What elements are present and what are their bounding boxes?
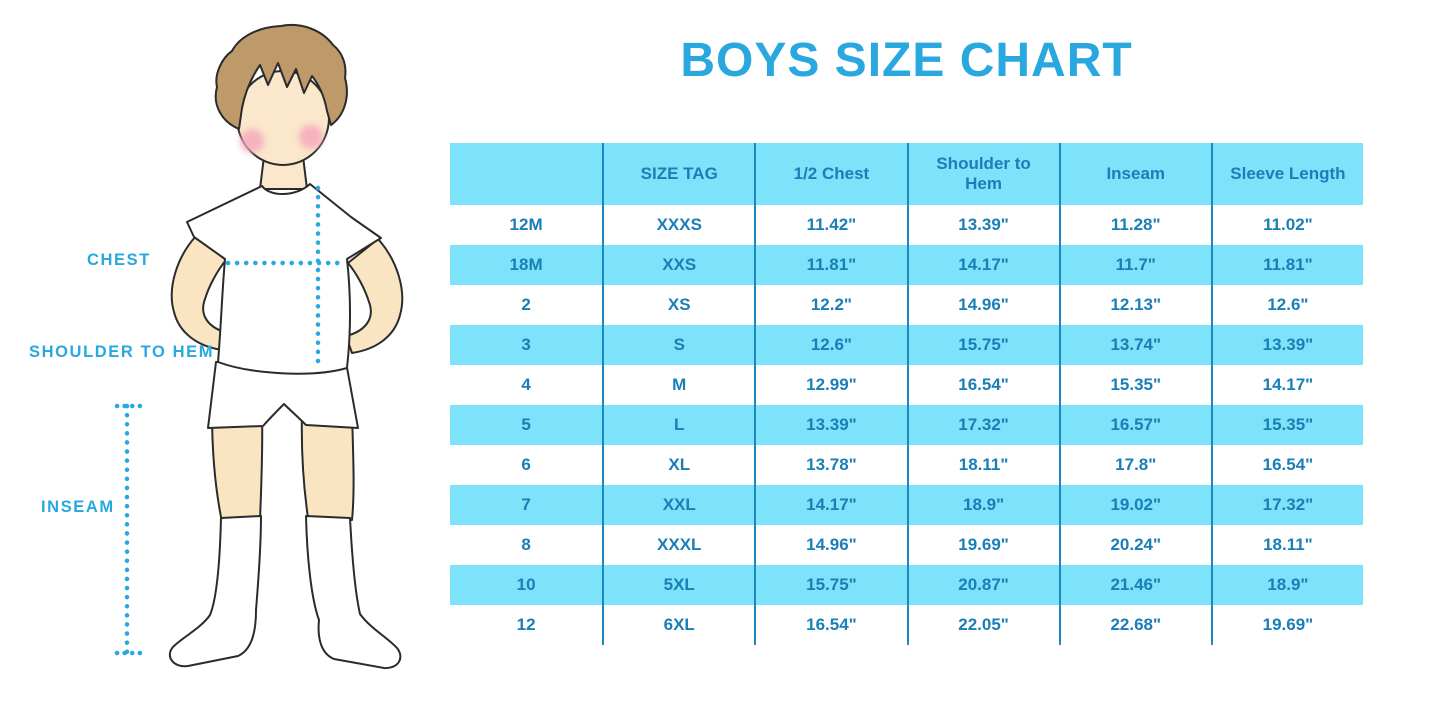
table-cell: 5XL bbox=[602, 565, 754, 605]
table-cell: 14.96" bbox=[754, 525, 906, 565]
table-cell: 20.24" bbox=[1058, 525, 1211, 565]
table-cell: XS bbox=[602, 285, 754, 325]
table-row: 7 XXL 14.17" 18.9" 19.02" 17.32" bbox=[450, 485, 1363, 525]
table-cell: L bbox=[602, 405, 754, 445]
table-cell: 4 bbox=[521, 374, 531, 394]
table-header-cell: Sleeve Length bbox=[1210, 143, 1363, 205]
boy-figure-illustration bbox=[114, 24, 404, 670]
table-cell: 17.8" bbox=[1058, 445, 1211, 485]
hair bbox=[214, 24, 348, 130]
table-row: 18M XXS 11.81" 14.17" 11.7" 11.81" bbox=[450, 245, 1363, 285]
cheek-left-blush bbox=[240, 129, 264, 153]
table-cell: XXXS bbox=[602, 205, 754, 245]
table-cell: 8 bbox=[521, 534, 531, 554]
table-cell: 12M bbox=[509, 214, 543, 234]
table-cell: 13.78" bbox=[754, 445, 906, 485]
table-cell: 13.39" bbox=[1210, 325, 1363, 365]
table-cell: 13.74" bbox=[1058, 325, 1211, 365]
table-cell: 18M bbox=[509, 254, 543, 274]
table-cell: 14.17" bbox=[906, 245, 1059, 285]
table-cell: 19.02" bbox=[1058, 485, 1211, 525]
size-table: SIZE TAG 1/2 Chest Shoulder to Hem Insea… bbox=[450, 143, 1363, 645]
table-cell: 7 bbox=[521, 494, 531, 514]
table-row: 10 5XL 15.75" 20.87" 21.46" 18.9" bbox=[450, 565, 1363, 605]
table-cell: 16.57" bbox=[1058, 405, 1211, 445]
table-cell: XXXL bbox=[602, 525, 754, 565]
table-cell: 15.35" bbox=[1058, 365, 1211, 405]
table-cell: 12.6" bbox=[754, 325, 906, 365]
table-cell: 19.69" bbox=[906, 525, 1059, 565]
table-cell: 11.81" bbox=[1210, 245, 1363, 285]
right-leg bbox=[300, 411, 355, 521]
table-cell: 10 bbox=[516, 574, 536, 594]
table-cell: XXL bbox=[602, 485, 754, 525]
table-cell: 11.02" bbox=[1210, 205, 1363, 245]
table-cell: 16.54" bbox=[906, 365, 1059, 405]
table-cell: 12.6" bbox=[1210, 285, 1363, 325]
table-header-row: SIZE TAG 1/2 Chest Shoulder to Hem Insea… bbox=[450, 143, 1363, 205]
table-cell: 12.2" bbox=[754, 285, 906, 325]
table-row: 4 M 12.99" 16.54" 15.35" 14.17" bbox=[450, 365, 1363, 405]
table-cell: 11.28" bbox=[1058, 205, 1211, 245]
table-cell: 18.9" bbox=[1210, 565, 1363, 605]
table-header-cell bbox=[450, 143, 602, 205]
table-cell: 11.42" bbox=[754, 205, 906, 245]
table-header-cell: Shoulder to Hem bbox=[906, 143, 1059, 205]
table-cell: 15.35" bbox=[1210, 405, 1363, 445]
table-cell: 3 bbox=[521, 334, 531, 354]
table-cell: 15.75" bbox=[906, 325, 1059, 365]
right-arm bbox=[345, 238, 404, 354]
table-row: 12 6XL 16.54" 22.05" 22.68" 19.69" bbox=[450, 605, 1363, 645]
table-cell: 16.54" bbox=[1210, 445, 1363, 485]
table-cell: 13.39" bbox=[754, 405, 906, 445]
table-cell: 16.54" bbox=[754, 605, 906, 645]
table-cell: XXS bbox=[602, 245, 754, 285]
table-cell: S bbox=[602, 325, 754, 365]
table-row: 3 S 12.6" 15.75" 13.74" 13.39" bbox=[450, 325, 1363, 365]
table-cell: 14.17" bbox=[754, 485, 906, 525]
table-cell: 6 bbox=[521, 454, 531, 474]
t-shirt bbox=[186, 183, 382, 375]
table-cell: 11.81" bbox=[754, 245, 906, 285]
table-cell: 2 bbox=[521, 294, 531, 314]
cheek-right-blush bbox=[299, 125, 323, 149]
table-cell: 22.68" bbox=[1058, 605, 1211, 645]
table-cell: 18.9" bbox=[906, 485, 1059, 525]
table-cell: 19.69" bbox=[1210, 605, 1363, 645]
table-cell: 5 bbox=[521, 414, 531, 434]
table-cell: M bbox=[602, 365, 754, 405]
table-row: 2 XS 12.2" 14.96" 12.13" 12.6" bbox=[450, 285, 1363, 325]
shoulder-to-hem-label: SHOULDER TO HEM bbox=[29, 343, 215, 361]
table-cell: 12.13" bbox=[1058, 285, 1211, 325]
inseam-label: INSEAM bbox=[41, 498, 115, 516]
table-cell: 13.39" bbox=[906, 205, 1059, 245]
right-sock bbox=[305, 515, 402, 670]
table-cell: XL bbox=[602, 445, 754, 485]
table-header-cell: SIZE TAG bbox=[602, 143, 754, 205]
table-cell: 12.99" bbox=[754, 365, 906, 405]
chest-label: CHEST bbox=[87, 251, 151, 269]
table-cell: 6XL bbox=[602, 605, 754, 645]
table-cell: 18.11" bbox=[906, 445, 1059, 485]
table-cell: 12 bbox=[516, 614, 536, 634]
table-cell: 11.7" bbox=[1058, 245, 1211, 285]
table-cell: 22.05" bbox=[906, 605, 1059, 645]
table-cell: 15.75" bbox=[754, 565, 906, 605]
table-cell: 17.32" bbox=[906, 405, 1059, 445]
table-row: 5 L 13.39" 17.32" 16.57" 15.35" bbox=[450, 405, 1363, 445]
page-title: BOYS SIZE CHART bbox=[680, 34, 1133, 87]
table-cell: 17.32" bbox=[1210, 485, 1363, 525]
table-row: 12M XXXS 11.42" 13.39" 11.28" 11.02" bbox=[450, 205, 1363, 245]
table-cell: 14.17" bbox=[1210, 365, 1363, 405]
table-header-cell: Inseam bbox=[1058, 143, 1211, 205]
table-header-cell: 1/2 Chest bbox=[754, 143, 906, 205]
table-cell: 21.46" bbox=[1058, 565, 1211, 605]
shorts bbox=[207, 361, 359, 429]
table-row: 8 XXXL 14.96" 19.69" 20.24" 18.11" bbox=[450, 525, 1363, 565]
table-cell: 14.96" bbox=[906, 285, 1059, 325]
table-cell: 20.87" bbox=[906, 565, 1059, 605]
table-row: 6 XL 13.78" 18.11" 17.8" 16.54" bbox=[450, 445, 1363, 485]
table-cell: 18.11" bbox=[1210, 525, 1363, 565]
left-sock bbox=[168, 515, 262, 668]
